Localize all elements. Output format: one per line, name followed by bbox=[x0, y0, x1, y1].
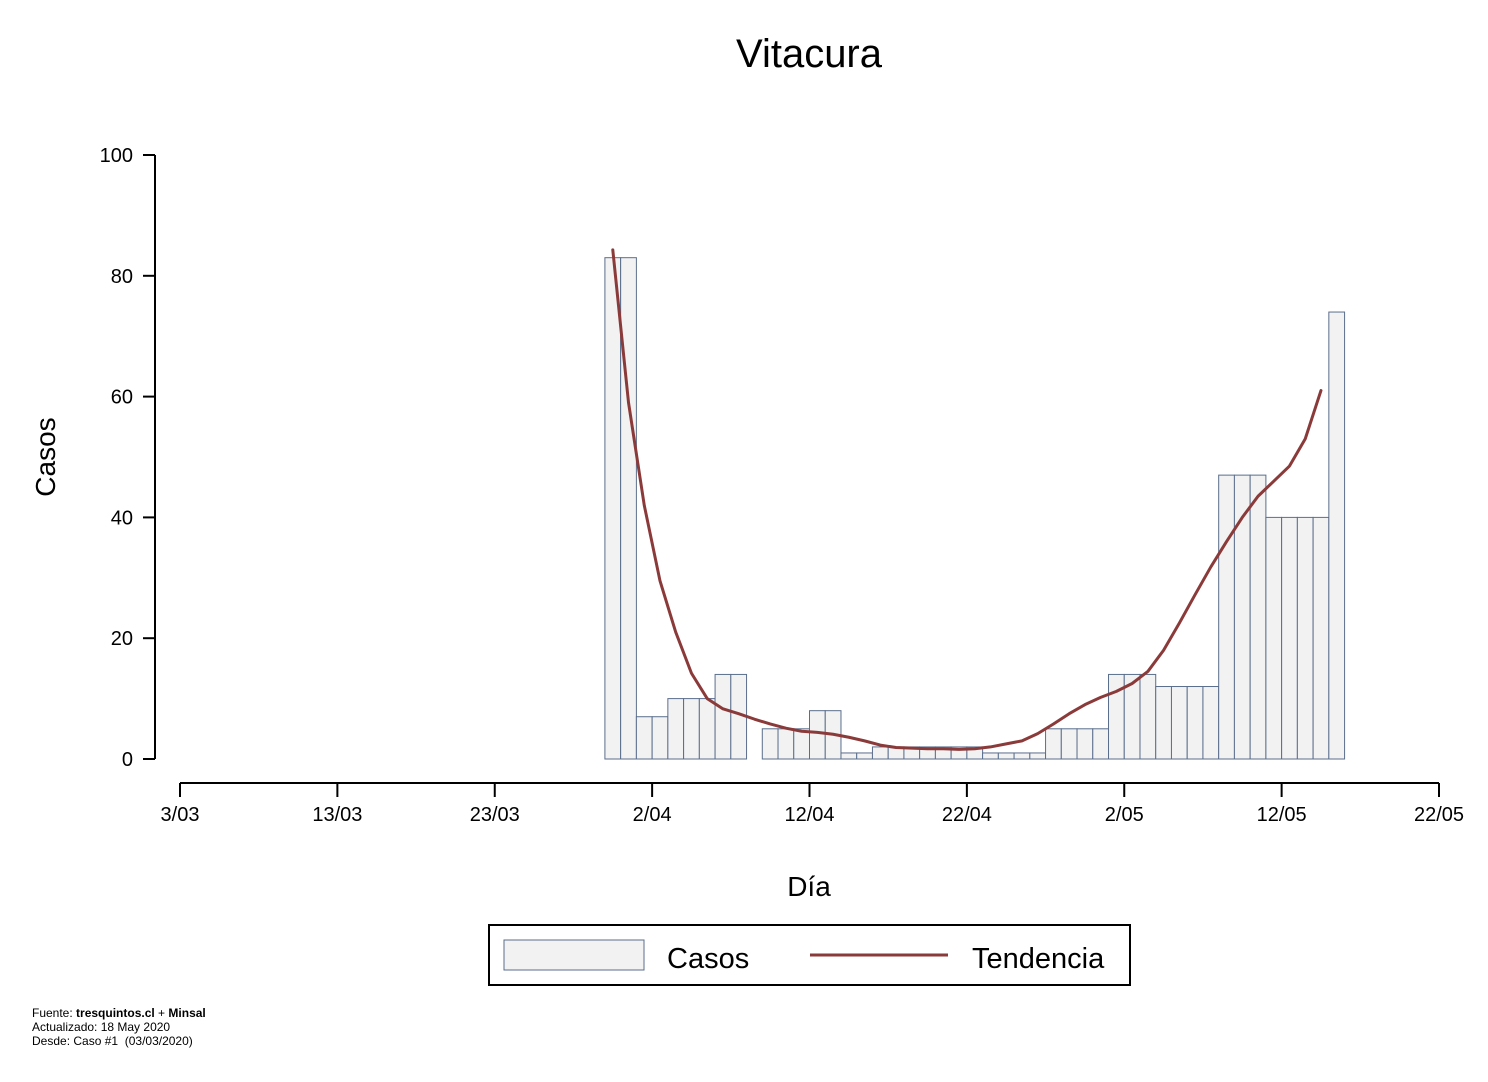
bar-casos-6-05 bbox=[1170, 686, 1188, 760]
bar-casos-6-04 bbox=[698, 698, 716, 760]
bar-casos-16-04 bbox=[856, 752, 873, 760]
bar-casos-14-05 bbox=[1296, 516, 1314, 760]
bar-casos-15-04 bbox=[840, 752, 858, 760]
bar-casos-11-05 bbox=[1249, 474, 1267, 760]
bar-casos-3-04 bbox=[651, 716, 669, 760]
bar-casos-4-04 bbox=[667, 698, 685, 760]
bar-casos-5-04 bbox=[683, 698, 700, 760]
bar-casos-12-05 bbox=[1265, 516, 1283, 760]
footer-source: Fuente: tresquintos.cl + Minsal bbox=[32, 1006, 206, 1020]
footer-source-prefix: Fuente: bbox=[32, 1006, 77, 1020]
bar-casos-28-04 bbox=[1045, 728, 1062, 760]
y-tick-label: 40 bbox=[111, 507, 133, 529]
x-tick-label: 22/04 bbox=[942, 804, 992, 826]
y-axis-label: Casos bbox=[30, 417, 61, 496]
y-tick-label: 100 bbox=[100, 145, 133, 167]
bar-casos-5-05 bbox=[1155, 686, 1172, 760]
bar-casos-29-04 bbox=[1060, 728, 1078, 760]
bar-casos-7-04 bbox=[714, 673, 732, 760]
x-tick-label: 3/03 bbox=[161, 804, 200, 826]
x-axis-ticks: 3/03 13/03 23/03 2/04 12/04 22/04 2/05 12/05 22/… bbox=[161, 783, 1464, 826]
x-tick-label: 13/03 bbox=[312, 804, 362, 826]
bar-casos-11-04 bbox=[777, 728, 795, 760]
legend-label-tendencia: Tendencia bbox=[972, 943, 1105, 975]
legend: Casos Tendencia bbox=[488, 924, 1131, 986]
x-tick-label: 12/05 bbox=[1257, 804, 1307, 826]
bar-casos-31-03 bbox=[604, 257, 622, 760]
x-tick-label: 12/04 bbox=[784, 804, 834, 826]
trend-line bbox=[611, 248, 1323, 751]
x-tick-label: 2/04 bbox=[633, 804, 672, 826]
x-axis-label: Día bbox=[787, 871, 831, 902]
x-tick-label: 23/03 bbox=[470, 804, 520, 826]
bar-casos-27-04 bbox=[1029, 752, 1047, 760]
bar-casos-8-05 bbox=[1202, 686, 1220, 760]
bar-casos-30-04 bbox=[1076, 728, 1094, 760]
bar-casos-2-04 bbox=[635, 716, 653, 760]
footer-updated: Actualizado: 18 May 2020 bbox=[32, 1020, 171, 1034]
y-tick-label: 80 bbox=[111, 266, 133, 288]
bar-casos-17-04 bbox=[871, 746, 889, 760]
bar-casos-7-05 bbox=[1186, 686, 1204, 760]
footer-source-a: tresquintos.cl bbox=[76, 1006, 155, 1020]
bars-group bbox=[604, 257, 1346, 760]
footer-source-join: + bbox=[154, 1006, 169, 1020]
footer-source-b: Minsal bbox=[168, 1006, 206, 1020]
bar-casos-16-05 bbox=[1328, 311, 1346, 760]
y-axis-ticks: 0 20 40 60 80 100 bbox=[100, 145, 155, 771]
bar-casos-24-04 bbox=[982, 752, 999, 760]
bar-casos-12-04 bbox=[793, 728, 811, 760]
footer-notes: Fuente: tresquintos.cl + Minsal Actualiz… bbox=[32, 1006, 206, 1048]
bar-casos-15-05 bbox=[1312, 516, 1330, 760]
y-tick-label: 60 bbox=[111, 387, 133, 409]
footer-since: Desde: Caso #1 (03/03/2020) bbox=[32, 1034, 193, 1048]
legend-label-casos: Casos bbox=[667, 943, 749, 975]
bar-casos-26-04 bbox=[1013, 752, 1031, 760]
bar-casos-4-05 bbox=[1139, 673, 1157, 760]
bar-casos-13-05 bbox=[1281, 516, 1298, 760]
bar-casos-25-04 bbox=[997, 752, 1015, 760]
x-tick-label: 2/05 bbox=[1105, 804, 1144, 826]
bar-casos-1-04 bbox=[620, 257, 637, 760]
y-tick-label: 0 bbox=[122, 749, 133, 771]
bar-casos-13-04 bbox=[809, 710, 826, 760]
x-tick-label: 22/05 bbox=[1414, 804, 1464, 826]
chart-title: Vitacura bbox=[736, 32, 883, 76]
bar-casos-10-04 bbox=[761, 728, 779, 760]
legend-bar-swatch bbox=[503, 939, 645, 971]
bar-casos-1-05 bbox=[1092, 728, 1110, 760]
y-tick-label: 20 bbox=[111, 628, 133, 650]
bar-casos-9-05 bbox=[1218, 474, 1235, 760]
